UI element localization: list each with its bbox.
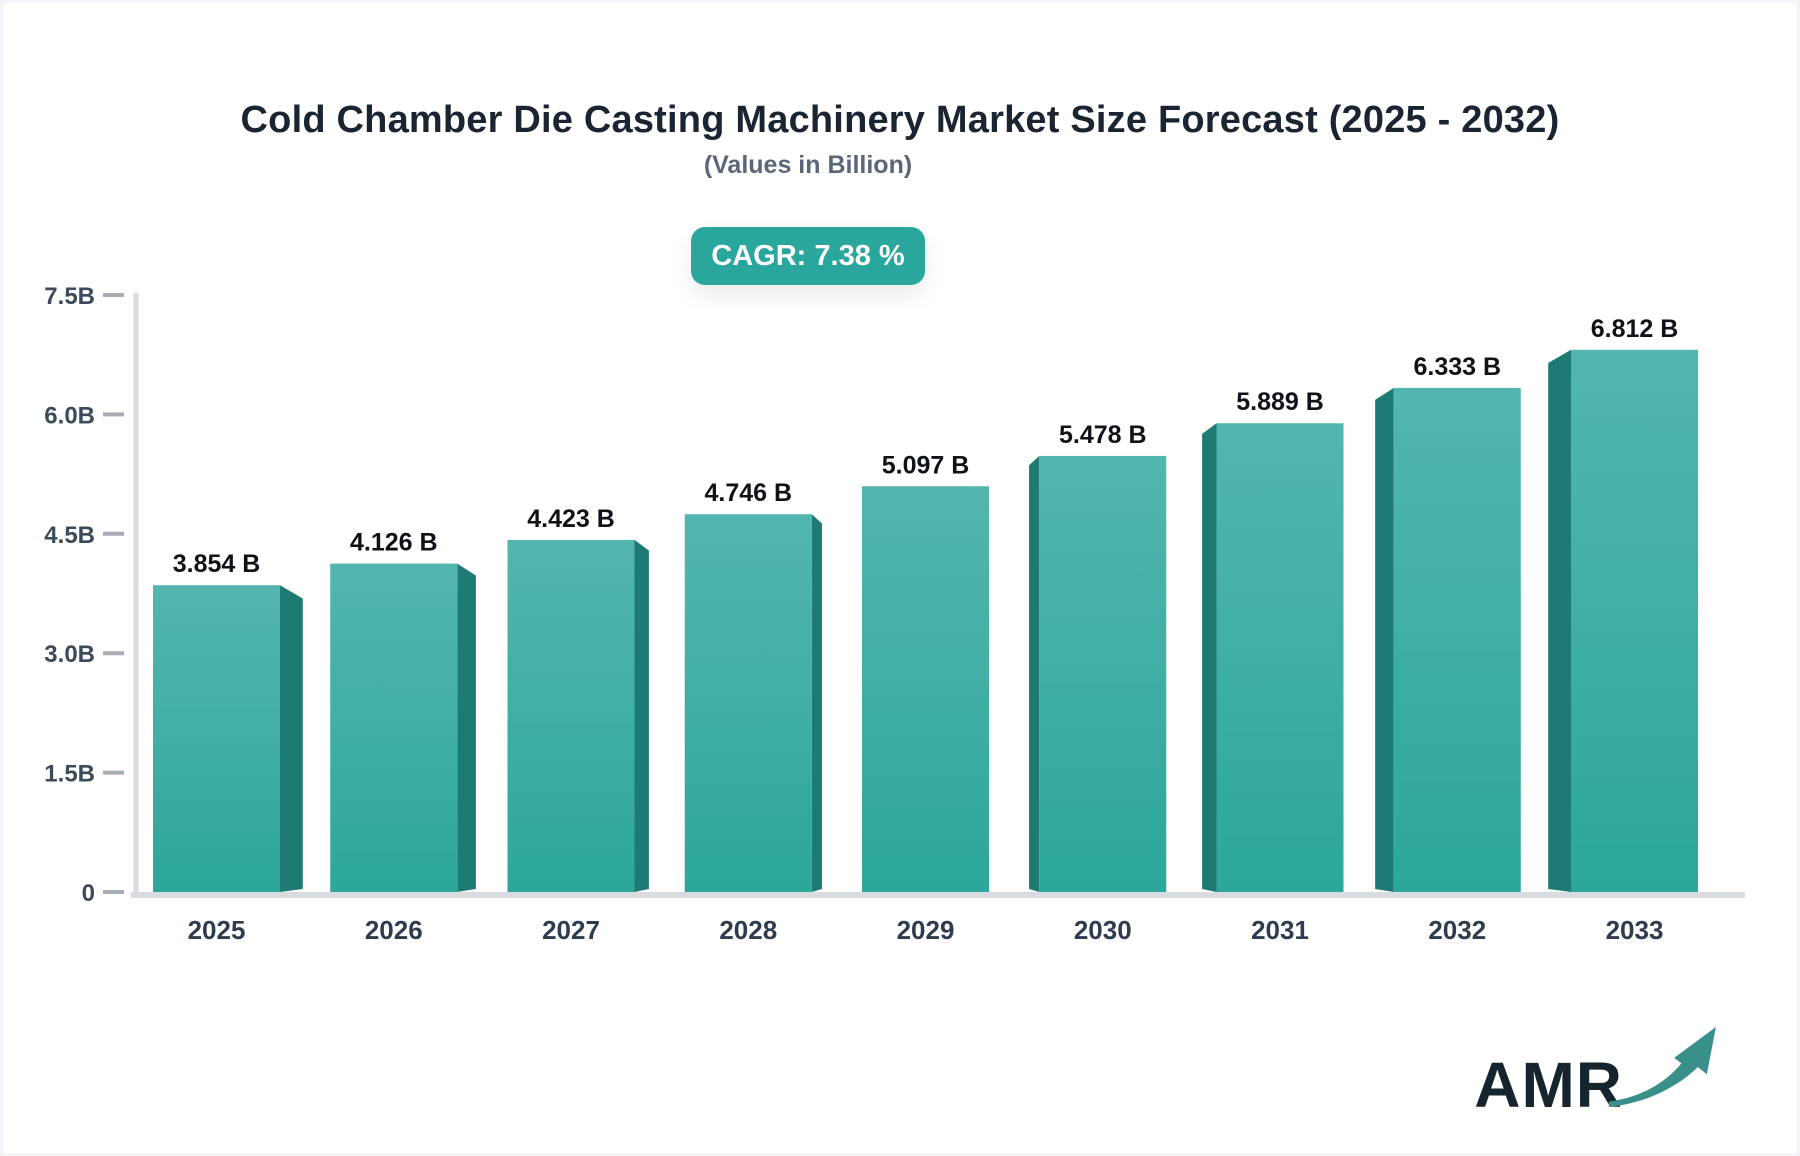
growth-arrow-icon (1608, 1027, 1716, 1107)
bar-value-label: 5.097 B (882, 451, 970, 479)
x-axis-year-label: 2033 (1606, 915, 1664, 945)
bar-2025: 3.854 B 2025 (153, 550, 303, 945)
bar-front-face (1393, 387, 1521, 892)
x-axis-year-label: 2026 (365, 915, 423, 945)
x-axis-year-label: 2031 (1251, 915, 1309, 945)
bar-value-label: 4.746 B (704, 479, 792, 507)
cagr-badge: CAGR: 7.38 % (691, 227, 925, 285)
bar-side-face (457, 563, 476, 892)
bar-side-face (634, 539, 649, 892)
bar-value-label: 5.889 B (1236, 388, 1324, 416)
bar-2028: 4.746 B 2028 (684, 479, 822, 945)
bar-side-face (1548, 349, 1571, 893)
bar-front-face (1571, 349, 1698, 893)
bar-side-face (280, 585, 303, 892)
bar-value-label: 4.423 B (527, 505, 615, 533)
bar-value-label: 6.333 B (1413, 353, 1501, 381)
y-tick-label: 7.5B (44, 283, 95, 310)
chart-subtitle: (Values in Billion) (703, 151, 913, 179)
bar-2031: 5.889 B 2031 (1202, 388, 1344, 945)
bar-2032: 6.333 B 2032 (1375, 353, 1521, 945)
x-axis-year-label: 2025 (188, 915, 246, 945)
bar-front-face (684, 514, 812, 892)
bar-2030: 5.478 B 2030 (1029, 421, 1167, 945)
bar-chart-canvas: 7.5B 6.0B 4.5B 3.0B 1.5B 0 3.854 B 2025 4.126 B 2… (44, 283, 1745, 945)
y-tick-label: 1.5B (44, 761, 95, 788)
bar-front-face (153, 585, 280, 892)
y-tick-label: 3.0B (44, 641, 95, 668)
x-axis-year-label: 2028 (719, 915, 777, 945)
y-tick-label: 0 (82, 880, 95, 907)
bar-side-face (1029, 455, 1040, 892)
amr-logo-text: AMR (1474, 1049, 1623, 1121)
bar-front-face (862, 486, 989, 892)
bar-side-face (1375, 387, 1394, 892)
bar-value-label: 5.478 B (1059, 421, 1147, 449)
x-axis-year-label: 2027 (542, 915, 600, 945)
bar-2027: 4.423 B 2027 (507, 505, 649, 945)
bar-value-label: 4.126 B (350, 529, 438, 557)
bar-2026: 4.126 B 2026 (330, 529, 476, 945)
y-tick-label: 4.5B (44, 522, 95, 549)
bar-side-face (1202, 423, 1217, 892)
bar-2033: 6.812 B 2033 (1548, 315, 1698, 945)
amr-logo: AMR (1474, 1021, 1725, 1117)
bar-front-face (330, 563, 458, 892)
x-axis-year-label: 2029 (897, 915, 955, 945)
page-title: Cold Chamber Die Casting Machinery Marke… (240, 99, 1560, 141)
y-tick-label: 6.0B (44, 402, 95, 429)
bar-2029: 5.097 B 2029 (862, 451, 989, 945)
bar-front-face (507, 539, 635, 892)
bar-front-face (1039, 455, 1167, 892)
x-axis-year-label: 2030 (1074, 915, 1132, 945)
bar-side-face (811, 514, 822, 892)
bar-value-label: 6.812 B (1591, 315, 1679, 343)
x-axis-year-label: 2032 (1428, 915, 1486, 945)
bar-value-label: 3.854 B (173, 550, 261, 578)
bar-front-face (1216, 423, 1344, 892)
